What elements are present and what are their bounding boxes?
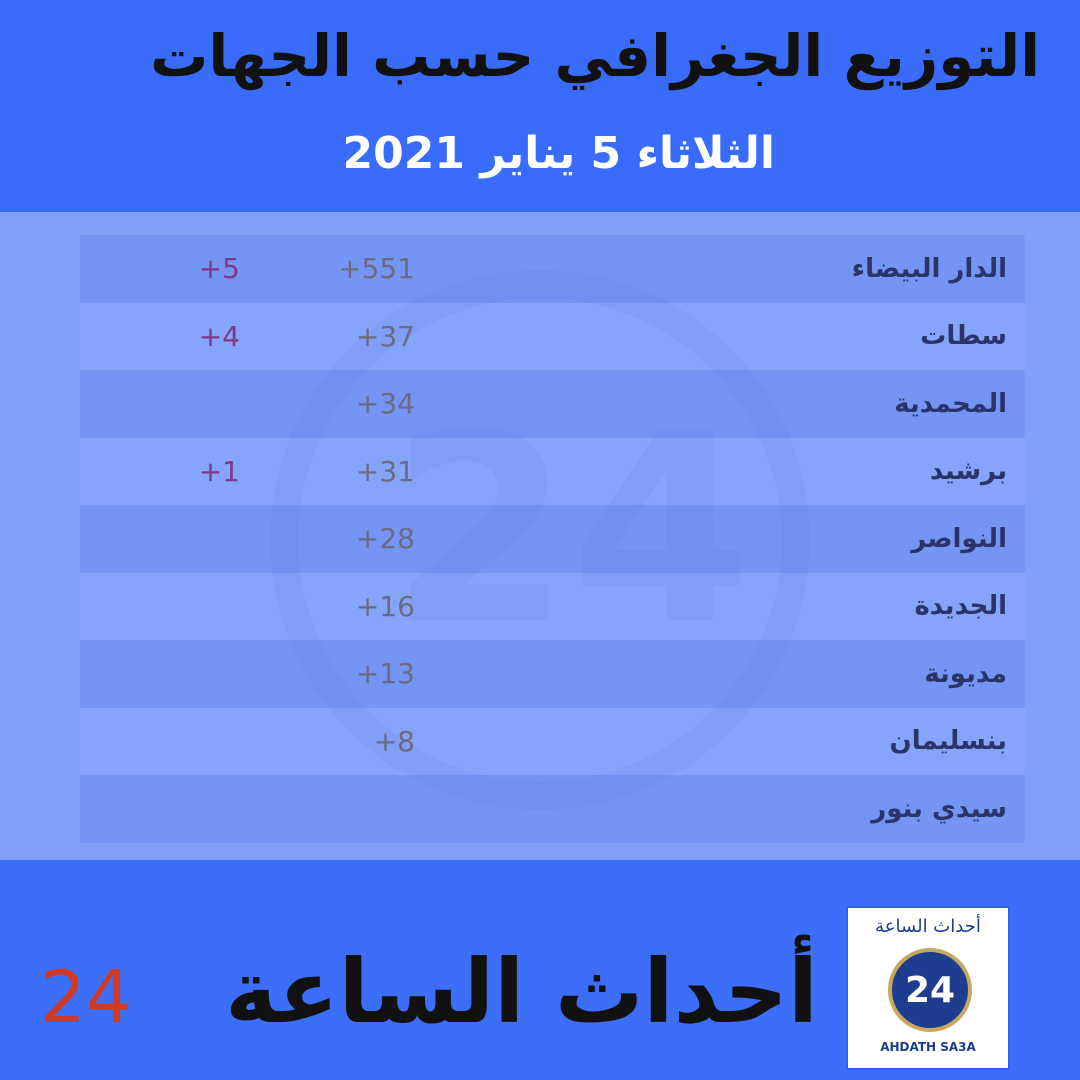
cases-count: +31 — [355, 454, 415, 488]
region-name: سيدي بنور — [871, 793, 1007, 824]
cases-count: +28 — [355, 522, 415, 556]
table-row: النواصر +28 — [80, 505, 1025, 573]
region-name: النواصر — [911, 523, 1007, 554]
cases-count: +8 — [373, 724, 415, 758]
region-name: مديونة — [924, 658, 1007, 689]
table-row: الدار البيضاء +551 +5 — [80, 235, 1025, 303]
date-label: الثلاثاء 5 يناير 2021 — [342, 128, 775, 179]
header: التوزيع الجغرافي حسب الجهات الثلاثاء 5 ي… — [0, 0, 1080, 212]
cases-count: +16 — [355, 589, 415, 623]
logo-circle: 24 — [888, 948, 972, 1032]
region-name: المحمدية — [894, 388, 1007, 419]
table-row: سطات +37 +4 — [80, 302, 1025, 370]
deaths-count: +4 — [198, 319, 240, 353]
table-row: مديونة +13 — [80, 640, 1025, 708]
region-name: سطات — [920, 321, 1007, 352]
cases-count: +13 — [355, 657, 415, 691]
regions-table: الدار البيضاء +551 +5 سطات +37 +4 المحمدية +34 ب… — [80, 235, 1025, 843]
deaths-count: +5 — [198, 252, 240, 286]
region-name: بنسليمان — [889, 726, 1007, 757]
region-name: الجديدة — [914, 591, 1007, 622]
table-row: برشيد +31 +1 — [80, 437, 1025, 505]
logo-arabic-text: أحداث الساعة — [875, 916, 981, 937]
deaths-count: +1 — [198, 454, 240, 488]
table-row: الجديدة +16 — [80, 572, 1025, 640]
page-title: التوزيع الجغرافي حسب الجهات — [150, 22, 1040, 90]
cases-count: +37 — [355, 319, 415, 353]
brand-number: 24 — [40, 955, 132, 1039]
cases-count: +34 — [355, 387, 415, 421]
table-row: المحمدية +34 — [80, 370, 1025, 438]
region-name: الدار البيضاء — [851, 253, 1007, 284]
region-name: برشيد — [929, 456, 1007, 487]
table-row: بنسليمان +8 — [80, 707, 1025, 775]
table-row: سيدي بنور — [80, 775, 1025, 843]
cases-count: +551 — [338, 252, 415, 286]
logo-latin-text: AHDATH SA3A — [880, 1040, 976, 1054]
brand-name: أحداث الساعة — [225, 940, 818, 1043]
brand-logo: أحداث الساعة 24 AHDATH SA3A — [846, 906, 1010, 1070]
